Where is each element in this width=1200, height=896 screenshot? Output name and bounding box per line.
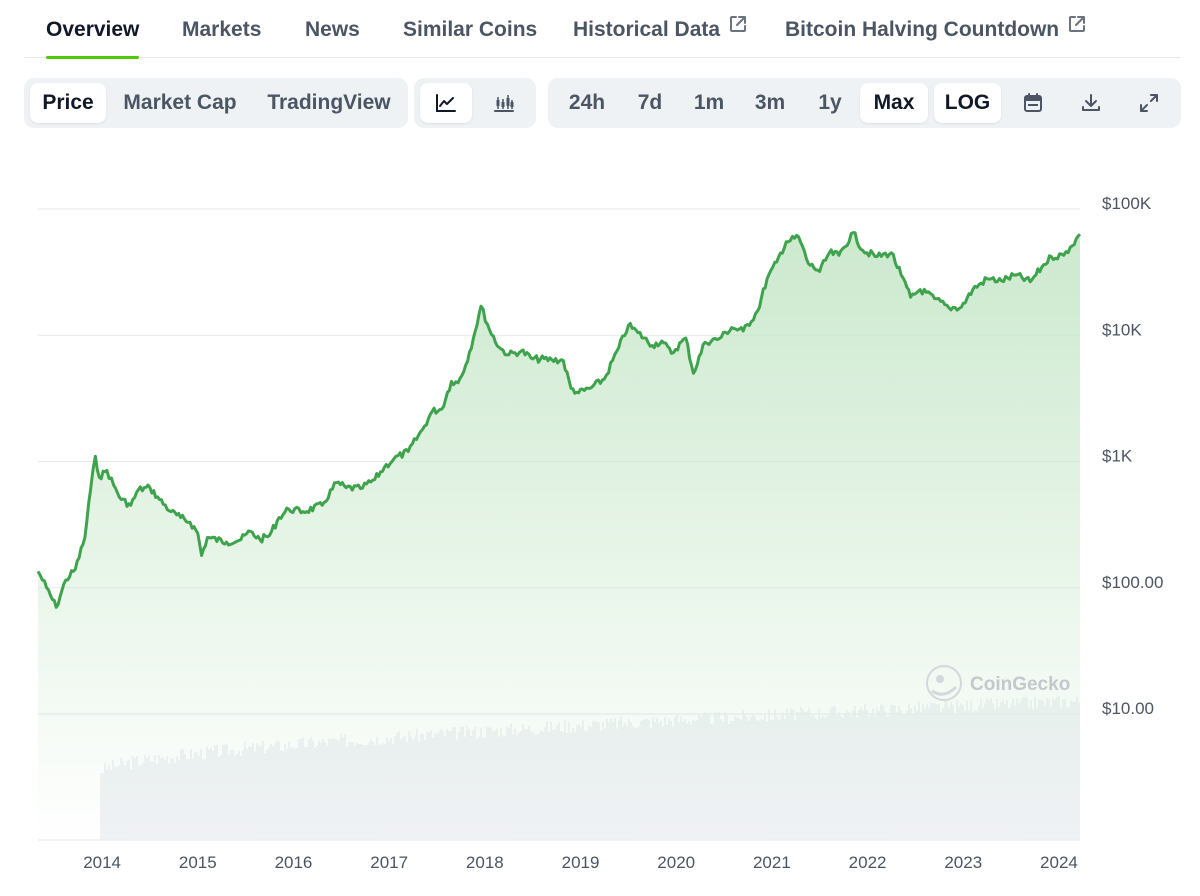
price-chart[interactable]: CoinGecko $100K $10K $1K $100.00 $10.00 2014… xyxy=(0,140,1200,880)
tab-markets[interactable]: Markets xyxy=(182,0,261,58)
fullscreen-icon xyxy=(1124,93,1174,113)
external-link-icon xyxy=(1067,0,1087,58)
external-link-icon xyxy=(728,0,748,58)
tab-similar-coins[interactable]: Similar Coins xyxy=(403,0,537,58)
y-tick-label: $10K xyxy=(1102,320,1142,339)
tab-label: Overview xyxy=(46,18,140,41)
tab-overview[interactable]: Overview xyxy=(46,0,140,59)
market-cap-tab-button[interactable]: Market Cap xyxy=(123,91,237,114)
x-tick-label: 2023 xyxy=(944,853,982,872)
fullscreen-button[interactable] xyxy=(1124,83,1174,123)
tab-historical-data[interactable]: Historical Data xyxy=(573,0,748,58)
coin-tab-bar: Overview Markets News Similar Coins Hist… xyxy=(24,0,1180,59)
range-7d-button[interactable]: 7d xyxy=(637,91,663,114)
metric-selector: Price Market Cap TradingView xyxy=(24,78,408,128)
tab-bitcoin-halving-countdown[interactable]: Bitcoin Halving Countdown xyxy=(785,0,1087,58)
x-tick-label: 2016 xyxy=(275,853,313,872)
x-tick-label: 2019 xyxy=(562,853,600,872)
tab-label: Bitcoin Halving Countdown xyxy=(785,18,1060,41)
coingecko-logo-icon xyxy=(926,665,962,701)
y-axis: $100K $10K $1K $100.00 $10.00 xyxy=(1102,194,1163,718)
range-24h-button[interactable]: 24h xyxy=(568,91,606,114)
price-line xyxy=(36,231,1082,609)
y-tick-label: $10.00 xyxy=(1102,699,1154,718)
tab-label: Similar Coins xyxy=(403,18,538,41)
x-tick-label: 2017 xyxy=(370,853,408,872)
y-tick-label: $100.00 xyxy=(1102,573,1163,592)
tab-label: Historical Data xyxy=(573,18,721,41)
range-selector: 24h 7d 1m 3m 1y Max LOG xyxy=(548,78,1181,128)
chart-type-selector xyxy=(414,78,536,128)
range-1y-button[interactable]: 1y xyxy=(818,91,842,114)
calendar-button[interactable] xyxy=(1008,83,1058,123)
x-tick-label: 2024 xyxy=(1040,853,1078,872)
tab-news[interactable]: News xyxy=(305,0,360,58)
range-3m-button[interactable]: 3m xyxy=(754,91,786,114)
download-button[interactable] xyxy=(1066,83,1116,123)
download-icon xyxy=(1066,93,1116,113)
tab-label: Markets xyxy=(182,18,262,41)
candlestick-chart-icon xyxy=(478,93,530,113)
price-area-fill xyxy=(38,232,1080,841)
x-tick-label: 2014 xyxy=(83,853,121,872)
x-tick-label: 2020 xyxy=(657,853,695,872)
x-tick-label: 2018 xyxy=(466,853,504,872)
tradingview-tab-button[interactable]: TradingView xyxy=(267,91,391,114)
price-tab-button[interactable]: Price xyxy=(30,83,106,123)
x-tick-label: 2022 xyxy=(849,853,887,872)
y-tick-label: $100K xyxy=(1102,194,1152,213)
line-chart-icon xyxy=(420,93,472,113)
coingecko-watermark: CoinGecko xyxy=(926,665,1070,701)
watermark-text: CoinGecko xyxy=(970,674,1070,695)
range-max-button[interactable]: Max xyxy=(860,83,928,123)
log-scale-toggle[interactable]: LOG xyxy=(934,83,1001,123)
line-chart-button[interactable] xyxy=(420,83,472,123)
y-tick-label: $1K xyxy=(1102,447,1133,466)
x-tick-label: 2015 xyxy=(179,853,217,872)
range-1m-button[interactable]: 1m xyxy=(693,91,725,114)
x-tick-label: 2021 xyxy=(753,853,791,872)
candlestick-chart-button[interactable] xyxy=(478,83,530,123)
x-axis: 2014 2015 2016 2017 2018 2019 2020 2021 2022 2023… xyxy=(83,853,1078,872)
tab-label: News xyxy=(305,18,360,41)
calendar-icon xyxy=(1008,93,1058,113)
